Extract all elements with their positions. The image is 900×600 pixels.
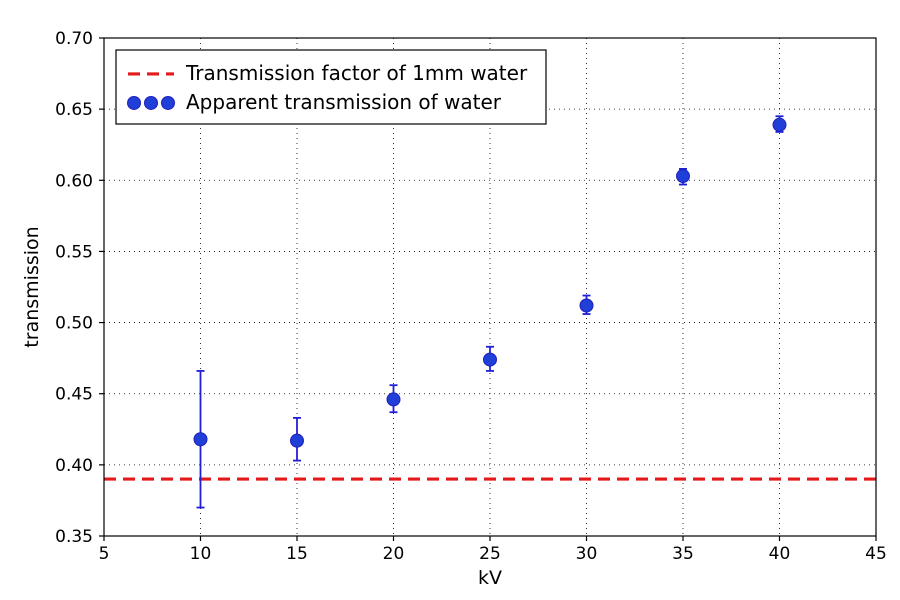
x-tick-label: 25 <box>479 544 501 564</box>
y-tick-label: 0.50 <box>55 314 93 334</box>
x-tick-label: 5 <box>99 544 110 564</box>
x-axis-label: kV <box>478 567 502 589</box>
y-tick-label: 0.65 <box>55 100 93 120</box>
y-tick-label: 0.40 <box>55 456 93 476</box>
y-tick-label: 0.70 <box>55 29 93 49</box>
y-tick-label: 0.60 <box>55 171 93 191</box>
data-point <box>580 299 593 312</box>
x-tick-label: 45 <box>865 544 887 564</box>
legend-label-reference: Transmission factor of 1mm water <box>185 61 528 85</box>
transmission-chart: 5 10 15 20 25 30 35 40 45 0.35 0.40 0.45 0.50 0.55 0.6… <box>0 0 900 600</box>
x-tick-label: 15 <box>286 544 308 564</box>
legend-swatch-data <box>128 96 141 109</box>
x-tick-label: 10 <box>190 544 212 564</box>
y-tick-label: 0.35 <box>55 527 93 547</box>
legend-swatch-data <box>162 96 175 109</box>
data-point <box>677 170 690 183</box>
chart-container: 5 10 15 20 25 30 35 40 45 0.35 0.40 0.45 0.50 0.55 0.6… <box>0 0 900 600</box>
legend-label-data: Apparent transmission of water <box>186 90 502 114</box>
legend: Transmission factor of 1mm water Apparent… <box>116 50 546 124</box>
y-tick-label: 0.55 <box>55 242 93 262</box>
data-point <box>291 434 304 447</box>
x-tick-label: 35 <box>672 544 694 564</box>
y-axis-label: transmission <box>21 226 43 347</box>
x-tick-label: 30 <box>576 544 598 564</box>
data-point <box>387 393 400 406</box>
x-tick-label: 40 <box>769 544 791 564</box>
data-point <box>484 353 497 366</box>
legend-swatch-data <box>145 96 158 109</box>
x-tick-label: 20 <box>383 544 405 564</box>
y-tick-label: 0.45 <box>55 385 93 405</box>
data-point <box>194 433 207 446</box>
data-point <box>773 118 786 131</box>
